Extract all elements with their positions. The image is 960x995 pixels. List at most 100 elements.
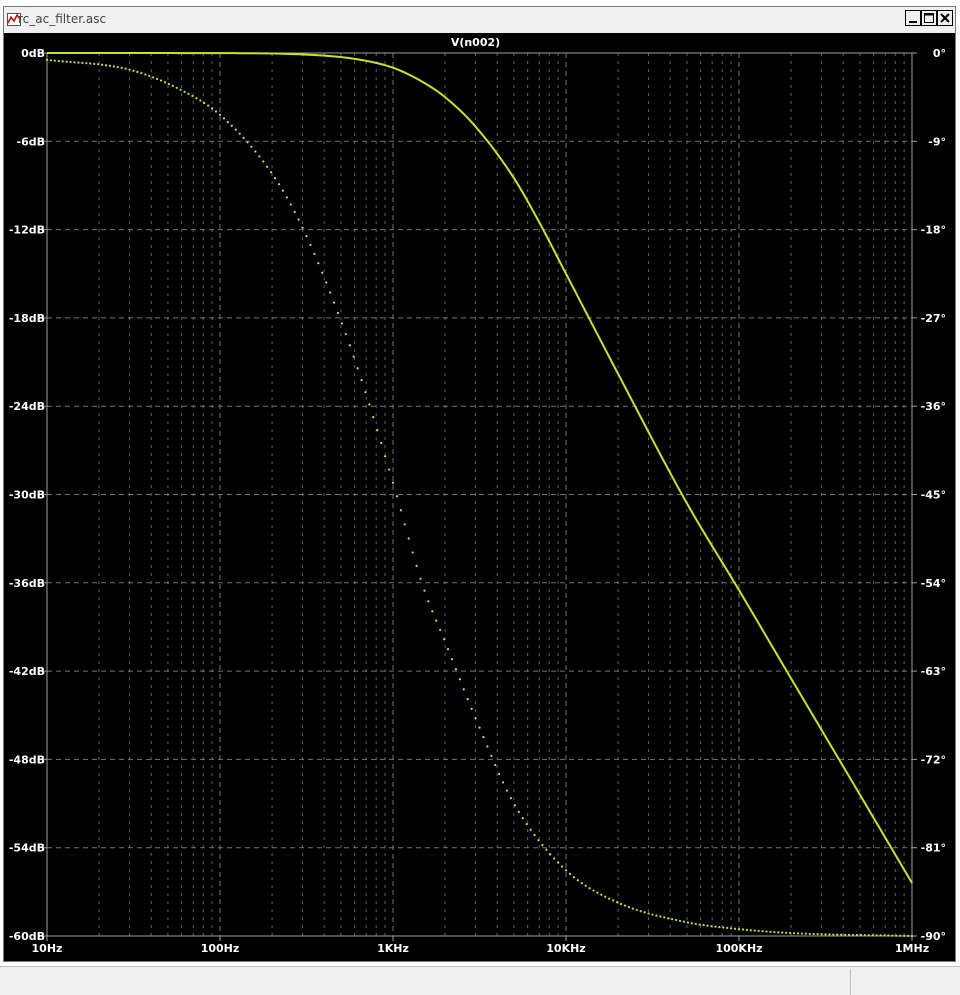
- phase-point: [155, 77, 159, 80]
- phase-point: [281, 189, 285, 192]
- phase-point: [745, 928, 748, 932]
- phase-point: [478, 726, 481, 729]
- x-tick-label: 1MHz: [895, 942, 929, 955]
- phase-point: [446, 648, 450, 651]
- phase-point: [501, 781, 505, 784]
- phase-point: [230, 124, 233, 127]
- phase-point: [521, 817, 524, 820]
- minimize-icon: [909, 21, 917, 23]
- phase-point: [737, 928, 741, 931]
- left-tick-label: -60dB: [9, 930, 45, 943]
- phase-point: [859, 933, 862, 937]
- phase-point: [773, 930, 776, 934]
- phase-point: [616, 901, 619, 904]
- x-tick-label: 10Hz: [32, 942, 63, 955]
- trace-name-label[interactable]: V(n002): [451, 36, 500, 49]
- phase-point: [568, 872, 572, 875]
- phase-point: [89, 62, 92, 65]
- right-tick-label: -9°: [928, 135, 946, 148]
- phase-point: [627, 906, 631, 909]
- phase-point: [733, 927, 737, 930]
- phase-point: [222, 117, 226, 120]
- phase-point: [584, 884, 587, 887]
- phase-point: [726, 926, 729, 930]
- waveform-app-icon: [7, 13, 21, 26]
- phase-point: [234, 128, 237, 131]
- left-axis-ticks: 0dB -6dB -12dB -18dB -24dB -30dB -36dB -42dB -48…: [9, 47, 47, 943]
- phase-point: [659, 915, 662, 918]
- phase-point: [171, 84, 174, 87]
- phase-point: [718, 926, 721, 929]
- phase-point: [855, 933, 859, 937]
- phase-point: [903, 934, 906, 937]
- phase-point: [407, 537, 410, 540]
- phase-point: [93, 62, 96, 65]
- close-button[interactable]: [937, 10, 953, 26]
- phase-point: [49, 59, 53, 62]
- phase-point: [498, 772, 501, 775]
- minimize-button[interactable]: [905, 10, 921, 26]
- phase-point: [211, 107, 214, 110]
- phase-point: [474, 717, 477, 720]
- phase-point: [372, 416, 375, 419]
- phase-point: [116, 65, 119, 69]
- phase-point: [505, 789, 509, 792]
- phase-point: [65, 60, 68, 63]
- phase-point: [592, 889, 595, 892]
- phase-point: [443, 638, 446, 641]
- phase-point: [785, 931, 788, 934]
- right-tick-label: -90°: [921, 930, 946, 943]
- maximize-button[interactable]: [921, 10, 937, 26]
- phase-point: [572, 876, 575, 879]
- phase-point: [612, 899, 615, 902]
- phase-point: [690, 922, 693, 925]
- phase-point: [431, 610, 434, 613]
- phase-point: [777, 931, 780, 934]
- phase-point: [537, 839, 540, 842]
- phase-point: [674, 918, 678, 922]
- phase-point: [871, 934, 874, 937]
- phase-point: [61, 60, 64, 63]
- phase-point: [631, 907, 634, 910]
- phase-point: [686, 921, 689, 924]
- phase-point: [450, 658, 454, 661]
- right-tick-label: -27°: [921, 312, 946, 325]
- phase-point: [305, 235, 308, 238]
- phase-point: [891, 934, 894, 937]
- phase-point: [462, 688, 465, 691]
- left-tick-label: -48dB: [9, 753, 45, 766]
- phase-point: [639, 910, 642, 913]
- phase-point: [183, 90, 186, 93]
- left-tick-label: -30dB: [9, 489, 45, 502]
- plot-pane[interactable]: V(n002) 0dB -6dB -12dB -18dB -24dB -30dB -36dB…: [4, 33, 955, 961]
- phase-point: [423, 589, 426, 592]
- phase-point: [435, 619, 438, 622]
- phase-point: [364, 391, 367, 394]
- phase-point: [789, 931, 792, 935]
- phase-point: [529, 828, 532, 831]
- left-tick-label: -42dB: [9, 665, 45, 678]
- phase-point: [313, 252, 316, 255]
- magnitude-line: [47, 52, 913, 884]
- left-tick-label: -36dB: [9, 577, 45, 590]
- phase-point: [836, 933, 839, 936]
- phase-point: [847, 933, 851, 936]
- phase-point: [195, 97, 198, 100]
- title-bar[interactable]: rc_ac_filter.asc: [4, 7, 955, 32]
- phase-point: [254, 150, 257, 153]
- phase-point: [910, 934, 914, 938]
- phase-point: [242, 136, 245, 139]
- phase-point: [895, 934, 898, 937]
- phase-point: [348, 344, 351, 347]
- phase-point: [840, 933, 843, 936]
- phase-point: [273, 176, 277, 180]
- phase-point: [266, 165, 269, 168]
- bode-plot[interactable]: V(n002) 0dB -6dB -12dB -18dB -24dB -30dB -36dB…: [4, 33, 955, 961]
- phase-point: [57, 59, 60, 63]
- grid: [46, 52, 912, 937]
- phase-point: [238, 132, 241, 135]
- phase-point: [757, 929, 760, 933]
- phase-point: [761, 930, 764, 933]
- phase-point: [297, 218, 300, 221]
- phase-point: [179, 88, 182, 91]
